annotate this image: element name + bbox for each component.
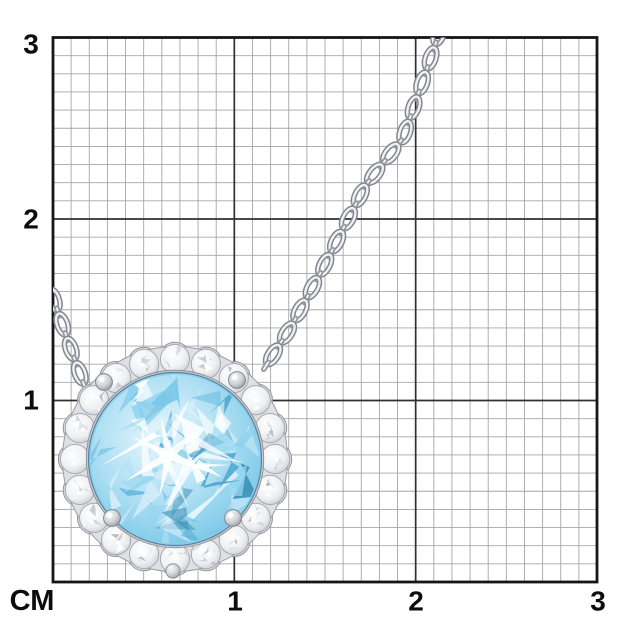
y-axis-tick-2: 2 [23, 204, 39, 235]
y-axis-tick-3: 3 [23, 29, 39, 60]
halo-diamond [259, 443, 291, 475]
y-axis-tick-1: 1 [23, 385, 39, 416]
x-axis-tick-2: 2 [408, 586, 424, 617]
gem-stone [88, 372, 262, 546]
halo-diamond [129, 348, 160, 380]
halo-diamond [129, 538, 160, 570]
chain-left [53, 286, 89, 393]
bottom-bead [165, 563, 181, 579]
prong [228, 371, 246, 389]
chain-right [260, 37, 448, 373]
halo-diamond [240, 502, 272, 533]
unit-label-cm: СМ [10, 585, 55, 617]
pendant [57, 341, 293, 579]
halo-diamond [254, 474, 286, 505]
necklace-photo [53, 37, 448, 579]
prong [95, 373, 113, 391]
prong [103, 509, 121, 527]
halo-diamond [190, 538, 221, 570]
halo-diamond [59, 443, 91, 475]
axis-labels: 3 2 1 СМ 1 2 3 [10, 29, 606, 618]
halo-diamond [64, 474, 96, 505]
x-axis-tick-3: 3 [590, 586, 606, 617]
halo-diamond [190, 348, 221, 380]
halo-diamond [159, 343, 191, 375]
prong [224, 509, 242, 527]
x-axis-tick-1: 1 [227, 586, 243, 617]
halo-diamond [254, 413, 286, 444]
